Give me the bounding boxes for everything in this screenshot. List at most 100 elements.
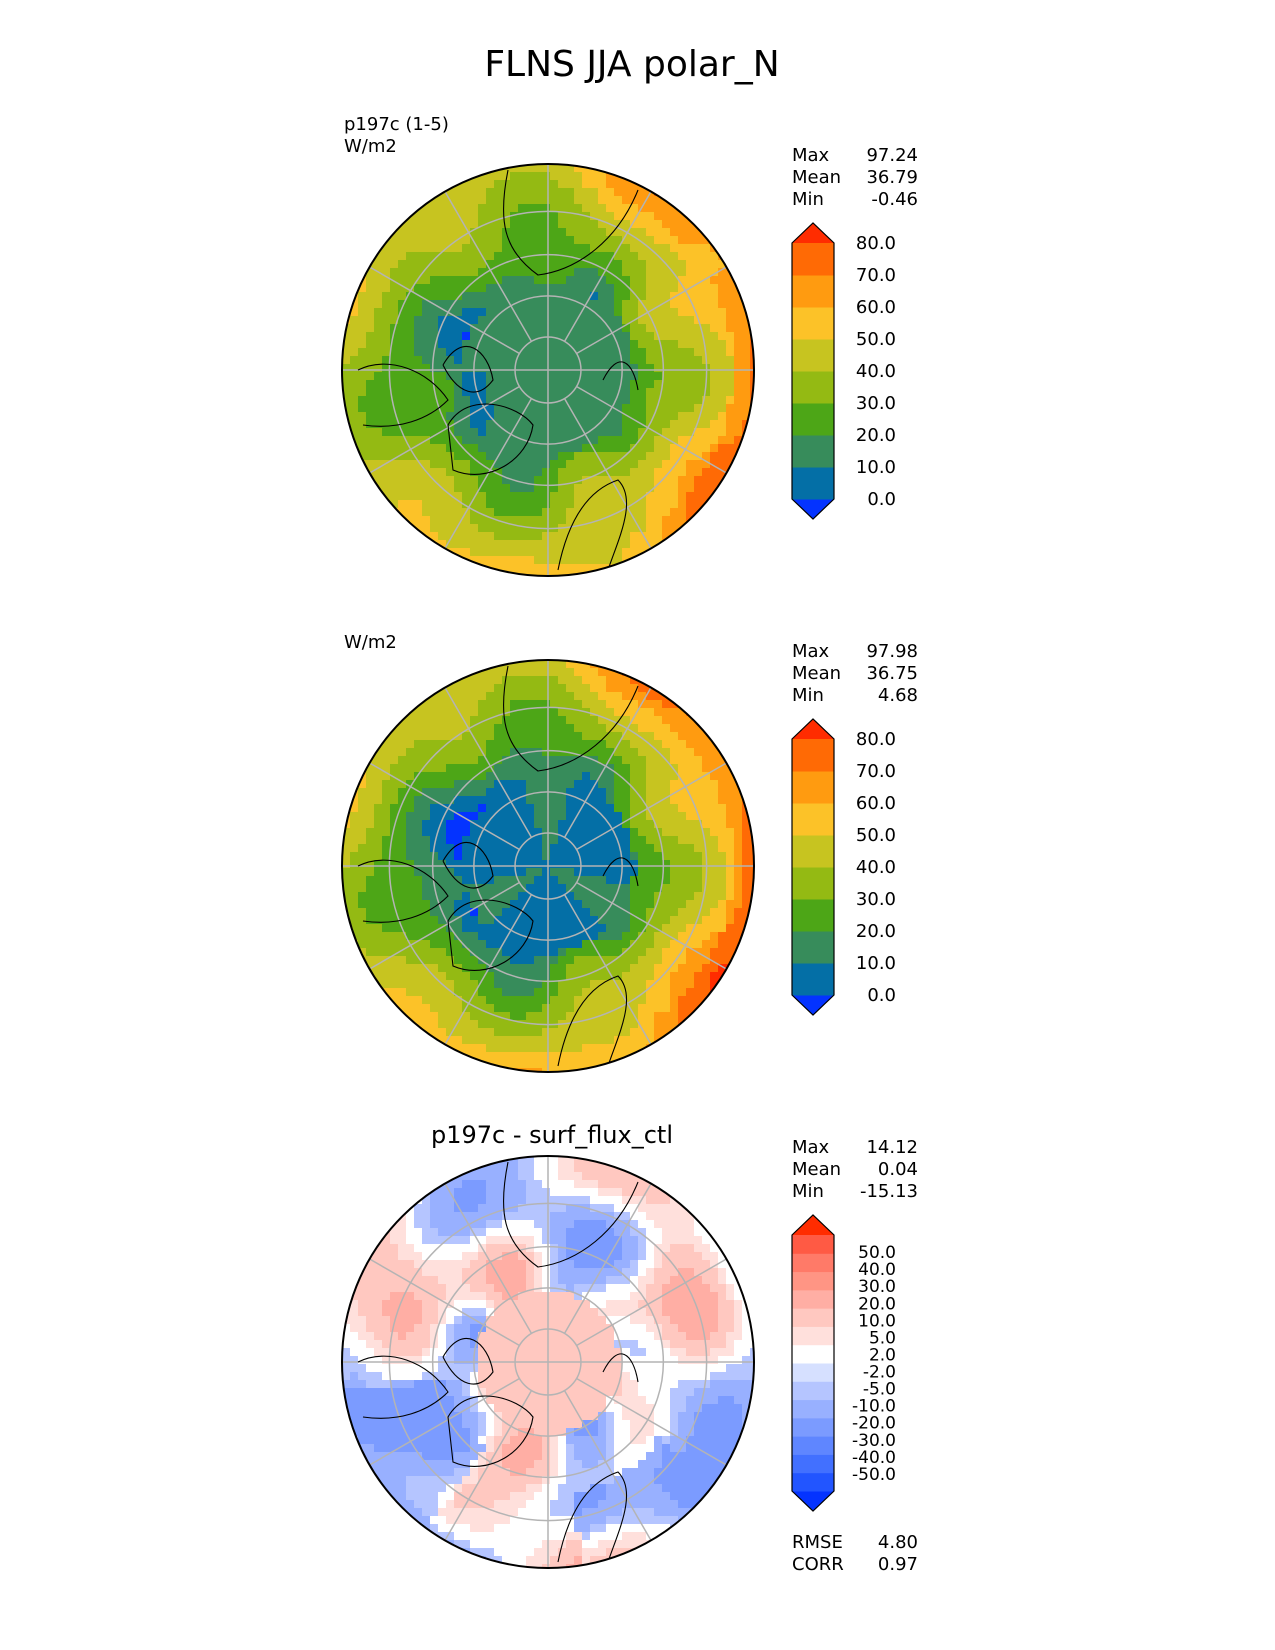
stat-value: -15.13 bbox=[860, 1181, 918, 1202]
colorbar-band bbox=[792, 339, 834, 372]
panel-1-label-1: p197c (1-5) bbox=[344, 114, 449, 135]
metric-label: CORR bbox=[792, 1554, 844, 1575]
metric-value: 4.80 bbox=[878, 1532, 918, 1553]
colorbar-band bbox=[792, 1454, 834, 1474]
panel-1-polar-map bbox=[341, 163, 755, 577]
colorbar-tick-label: -2.0 bbox=[863, 1363, 896, 1383]
colorbar-tick-label: 10.0 bbox=[856, 457, 896, 478]
colorbar-tick-label: 50.0 bbox=[856, 825, 896, 846]
colorbar-band bbox=[792, 1417, 834, 1437]
metric-label: RMSE bbox=[792, 1532, 843, 1553]
panel-1-label-2: W/m2 bbox=[344, 136, 397, 157]
colorbar-band bbox=[792, 371, 834, 404]
colorbar-band bbox=[792, 435, 834, 468]
colorbar-band bbox=[792, 931, 834, 964]
colorbar-tick-label: -10.0 bbox=[852, 1397, 896, 1417]
colorbar-tick-label: 60.0 bbox=[856, 793, 896, 814]
colorbar-tick-label: 30.0 bbox=[858, 1277, 896, 1297]
panel-3-metrics: RMSE 4.80 CORR 0.97 bbox=[792, 1532, 918, 1575]
colorbar-tick-label: 70.0 bbox=[856, 265, 896, 286]
graticule bbox=[342, 164, 754, 576]
colorbar-tick-label: 50.0 bbox=[858, 1243, 896, 1263]
colorbar-extend-min bbox=[792, 1491, 834, 1511]
stat-label: Mean bbox=[792, 1159, 841, 1180]
colorbar-band bbox=[792, 1381, 834, 1401]
colorbar-band bbox=[792, 899, 834, 932]
colorbar-tick-label: 80.0 bbox=[856, 729, 896, 750]
colorbar-band bbox=[792, 771, 834, 804]
coastlines bbox=[357, 665, 639, 1067]
colorbar-tick-label: 0.0 bbox=[867, 489, 896, 510]
figure-title: FLNS JJA polar_N bbox=[484, 44, 779, 85]
stat-value: 97.24 bbox=[866, 145, 918, 166]
colorbar-tick-label: -20.0 bbox=[852, 1414, 896, 1434]
stat-value: -0.46 bbox=[871, 189, 918, 210]
colorbar-band bbox=[792, 739, 834, 772]
colorbar-band bbox=[792, 1253, 834, 1273]
colorbar-band bbox=[792, 1436, 834, 1455]
colorbar-band bbox=[792, 275, 834, 308]
graticule bbox=[342, 1156, 754, 1568]
map-boundary bbox=[341, 659, 755, 1073]
stat-value: 14.12 bbox=[866, 1137, 918, 1158]
colorbar-band bbox=[792, 403, 834, 436]
colorbar-tick-label: -30.0 bbox=[852, 1431, 896, 1451]
colorbar-tick-label: 60.0 bbox=[856, 297, 896, 318]
colorbar-band bbox=[792, 963, 834, 996]
colorbar-tick-label: 10.0 bbox=[858, 1311, 896, 1331]
stat-value: 36.75 bbox=[866, 663, 918, 684]
stat-label: Min bbox=[792, 189, 824, 210]
metric-value: 0.97 bbox=[878, 1554, 918, 1575]
stat-value: 97.98 bbox=[866, 641, 918, 662]
colorbar-band bbox=[792, 1326, 834, 1346]
colorbar-tick-label: -40.0 bbox=[852, 1448, 896, 1468]
colorbar-band bbox=[792, 467, 834, 500]
colorbar-tick-label: 70.0 bbox=[856, 761, 896, 782]
colorbar-tick-label: 20.0 bbox=[856, 921, 896, 942]
stat-label: Mean bbox=[792, 663, 841, 684]
colorbar-band bbox=[792, 867, 834, 900]
panel-1-stats: Max 97.24 Mean 36.79 Min -0.46 bbox=[792, 145, 918, 210]
stat-label: Max bbox=[792, 145, 830, 166]
colorbar-band bbox=[792, 1289, 834, 1309]
colorbar-band bbox=[792, 835, 834, 868]
panel-3-stats: Max 14.12 Mean 0.04 Min -15.13 bbox=[792, 1137, 918, 1202]
colorbar-tick-label: 2.0 bbox=[869, 1345, 896, 1365]
colorbar-extend-min bbox=[792, 995, 834, 1015]
colorbar-tick-label: 30.0 bbox=[856, 889, 896, 910]
colorbar-extend-max bbox=[792, 719, 834, 739]
colorbar-tick-label: 50.0 bbox=[856, 329, 896, 350]
colorbar-band bbox=[792, 1363, 834, 1382]
stat-label: Max bbox=[792, 1137, 830, 1158]
panel-1: p197c (1-5) W/m2 Max 97.24 Mean 36.79 Mi… bbox=[341, 114, 918, 577]
colorbar-tick-label: 20.0 bbox=[856, 425, 896, 446]
colorbar-tick-label: 30.0 bbox=[856, 393, 896, 414]
coastlines bbox=[357, 1161, 639, 1563]
stat-label: Min bbox=[792, 685, 824, 706]
colorbar-tick-label: 10.0 bbox=[856, 953, 896, 974]
stat-value: 4.68 bbox=[878, 685, 918, 706]
colorbar-outline bbox=[791, 718, 835, 1016]
colorbar-extend-min bbox=[792, 499, 834, 519]
colorbar-tick-label: 40.0 bbox=[858, 1260, 896, 1280]
colorbar-band bbox=[792, 1344, 834, 1364]
colorbar-tick-label: 80.0 bbox=[856, 233, 896, 254]
colorbar-outline bbox=[791, 1214, 835, 1512]
map-boundary bbox=[341, 1155, 755, 1569]
colorbar-tick-label: 40.0 bbox=[856, 857, 896, 878]
colorbar-band bbox=[792, 307, 834, 340]
map-boundary bbox=[341, 163, 755, 577]
stat-label: Min bbox=[792, 1181, 824, 1202]
colorbar-band bbox=[792, 803, 834, 836]
panel-2-label-1: W/m2 bbox=[344, 632, 397, 653]
colorbar-band bbox=[792, 1472, 834, 1492]
colorbar-tick-label: 5.0 bbox=[869, 1328, 896, 1348]
panel-3-colorbar: -50.0-40.0-30.0-20.0-10.0-5.0-2.02.05.01… bbox=[791, 1214, 896, 1512]
colorbar-tick-label: 20.0 bbox=[858, 1294, 896, 1314]
stat-label: Mean bbox=[792, 167, 841, 188]
panel-2: W/m2 Max 97.98 Mean 36.75 Min 4.68 0.0 10… bbox=[341, 632, 918, 1073]
colorbar-band bbox=[792, 243, 834, 276]
colorbar-band bbox=[792, 1271, 834, 1291]
colorbar-tick-label: -50.0 bbox=[852, 1465, 896, 1485]
